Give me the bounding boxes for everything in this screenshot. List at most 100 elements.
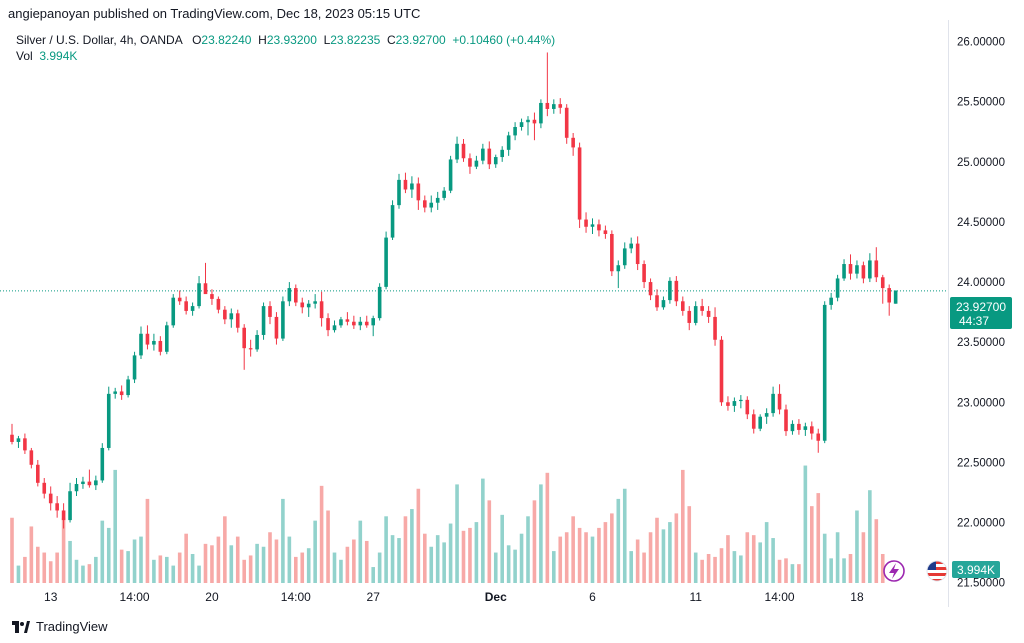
candle [687, 306, 692, 331]
candle [10, 423, 14, 445]
candle [868, 253, 872, 283]
candle-body [261, 306, 266, 335]
candle [810, 421, 814, 440]
volume-bar [23, 556, 27, 583]
candle [371, 315, 375, 337]
candle [726, 396, 730, 411]
volume-bar [603, 522, 608, 583]
candle [268, 301, 272, 325]
volume-bar [16, 565, 21, 583]
candle [861, 261, 866, 284]
candle-body [803, 426, 808, 430]
volume-bar [397, 538, 401, 583]
candle-body [29, 450, 34, 465]
price-tag-value: 23.92700 [956, 300, 1006, 314]
candle-body [371, 318, 375, 326]
volume-bar [519, 533, 524, 583]
candle-body [106, 393, 111, 448]
price-tick-label: 22.50000 [957, 457, 1005, 469]
volume-bar [681, 469, 685, 583]
volume-bar [216, 536, 221, 583]
candle-body [139, 333, 143, 356]
volume-bar [784, 558, 788, 583]
candle-body [274, 316, 279, 339]
candle [506, 131, 511, 156]
candle-body [435, 197, 440, 203]
candle-body [784, 409, 788, 432]
volume-bar [100, 520, 105, 583]
candle [158, 336, 163, 356]
candle-body [732, 401, 737, 406]
candle [532, 112, 537, 141]
candle [345, 312, 350, 326]
footer-brand: TradingView [12, 619, 108, 634]
candle-body [384, 237, 388, 287]
volume-bar [352, 539, 356, 583]
candle-body [674, 280, 679, 302]
candle-body [552, 104, 556, 109]
candle [693, 301, 698, 326]
us-flag-icon[interactable] [926, 560, 948, 582]
candle [571, 133, 575, 156]
volume-bar [152, 559, 156, 583]
candle [513, 122, 517, 141]
candle [822, 301, 827, 444]
candle [326, 313, 330, 337]
candle-body [410, 183, 414, 190]
candle [745, 396, 750, 420]
candle-body [23, 438, 27, 451]
candle-body [397, 179, 401, 206]
candle-body [532, 119, 537, 124]
volume-bar [55, 552, 59, 583]
price-axis[interactable]: 26.00000 25.50000 25.00000 24.50000 24.00000… [957, 37, 1005, 590]
volume-bar [577, 527, 582, 583]
candle [842, 259, 846, 281]
volume-bar [739, 555, 743, 583]
volume-bar [145, 498, 150, 583]
volume-bar [764, 522, 769, 583]
candle-body [429, 202, 434, 208]
candle [306, 300, 311, 317]
candle-body [642, 264, 646, 283]
volume-bar [229, 545, 234, 583]
vol-value: 3.994K [39, 49, 78, 63]
candle [36, 459, 40, 487]
volume-bar [655, 517, 659, 583]
price-tag: 23.92700 44:37 [950, 297, 1012, 329]
candle [423, 195, 427, 213]
price-tick-label: 24.00000 [957, 277, 1005, 289]
candle [235, 309, 240, 333]
time-axis[interactable]: 13 14:00 20 14:00 27 Dec 6 11 14:00 18 [44, 590, 864, 604]
candlesticks [10, 52, 898, 529]
candle [616, 260, 621, 289]
time-tick-label: 11 [689, 590, 702, 604]
volume-bar [642, 552, 646, 583]
candle-body [874, 260, 879, 278]
candle-body [693, 306, 698, 323]
candle [681, 296, 685, 316]
candle [526, 116, 530, 136]
volume-bar [545, 472, 550, 583]
volume-bar [855, 510, 859, 583]
candle [461, 139, 466, 162]
lightning-icon[interactable] [883, 560, 905, 582]
candle-body [706, 310, 711, 317]
candle-body [390, 205, 395, 238]
volume-bar [106, 527, 111, 583]
candle [661, 296, 666, 310]
candle-body [661, 300, 666, 308]
candle [300, 297, 305, 314]
candle [223, 306, 227, 325]
volume-bar [68, 540, 72, 583]
candle [468, 153, 472, 174]
candle [55, 496, 59, 518]
time-tick-label: 27 [367, 590, 381, 604]
candle [642, 260, 646, 289]
candle [171, 294, 176, 328]
volume-bar [674, 513, 679, 583]
footer-brand-label: TradingView [36, 619, 108, 634]
candle-body [423, 200, 427, 208]
time-tick-label: 14:00 [120, 590, 150, 604]
candle [145, 325, 150, 350]
